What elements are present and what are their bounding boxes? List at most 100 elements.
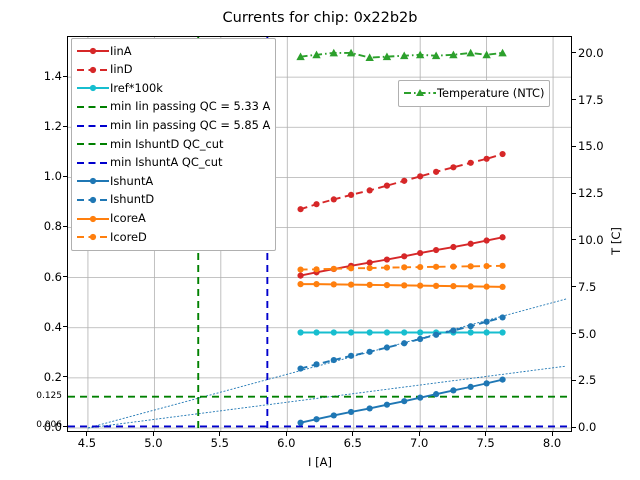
series-ishuntd — [297, 314, 506, 372]
y-tick-mark-right — [572, 192, 576, 194]
legend-item-label: IinA — [110, 43, 132, 58]
legend-current-item[interactable]: IcoreA — [76, 209, 270, 228]
legend-item-label: Iref*100k — [110, 80, 163, 95]
legend-symbol — [77, 215, 109, 222]
x-tick-mark — [485, 432, 487, 436]
legend-symbol — [77, 143, 109, 146]
legend-item-label: min Iin passing QC = 5.85 A — [110, 117, 271, 132]
legend-item-label: IcoreD — [110, 229, 147, 244]
legend-symbol — [77, 178, 109, 185]
x-tick: 8.0 — [542, 436, 562, 450]
series-iind — [297, 150, 506, 213]
y-tick-mark-right — [572, 379, 576, 381]
series-icored — [297, 262, 506, 273]
x-tick-mark — [219, 432, 221, 436]
extrapolation-line — [87, 298, 567, 429]
legend-symbol — [77, 85, 109, 92]
y-tick-left: 1.0 — [43, 169, 62, 184]
y-tick-right: 15.0 — [578, 139, 604, 154]
y-tick-right: 2.5 — [578, 373, 597, 388]
y-tick-mark-right — [572, 426, 576, 428]
y-tick-left: 1.2 — [43, 119, 62, 134]
y-tick-mark-left — [63, 426, 67, 428]
y-tick-left: 0.6 — [43, 269, 62, 284]
x-tick: 5.5 — [210, 436, 229, 450]
y-tick-mark-right — [572, 145, 576, 147]
legend-symbol — [404, 89, 436, 97]
y-tick-mark-left — [63, 376, 67, 378]
y-tick-mark-left — [63, 276, 67, 278]
y-tick-right: 17.5 — [578, 92, 604, 107]
legend-item-label: min IshuntA QC_cut — [110, 155, 223, 170]
series-iina — [297, 234, 506, 279]
y-tick-left: 0.0 — [43, 419, 62, 434]
legend-current-item[interactable]: min Iin passing QC = 5.33 A — [76, 98, 270, 117]
x-axis-label: I [A] — [308, 455, 332, 469]
y-tick-mark-left — [63, 225, 67, 227]
legend-current-item[interactable]: IinD — [76, 61, 270, 80]
y-tick-left: 0.2 — [43, 369, 62, 384]
y-tick-left-threshold: 0.125 — [36, 390, 62, 401]
y-axis-right-label: T [C] — [609, 227, 623, 255]
legend-temperature: Temperature (NTC) — [398, 80, 551, 107]
y-axis-right: 0.0 2.5 5.0 7.5 10.0 12.5 15.0 17.5 20.0 — [578, 0, 640, 480]
y-tick-right: 5.0 — [578, 326, 597, 341]
legend-symbol — [77, 161, 109, 164]
legend-currents: IinA IinD Iref*100k min Iin passing QC = 5.… — [71, 38, 277, 251]
y-axis-left: 0.0 0.2 0.4 0.6 0.8 1.0 1.2 1.4 0.006 0.125 — [0, 0, 67, 480]
legend-current-item[interactable]: Iref*100k — [76, 79, 270, 98]
y-tick-left: 1.4 — [43, 69, 62, 84]
y-tick-mark-right — [572, 333, 576, 335]
y-tick-mark-left — [63, 175, 67, 177]
x-tick: 7.0 — [410, 436, 429, 450]
y-tick-mark-right — [572, 239, 576, 241]
y-tick-left: 0.8 — [43, 219, 62, 234]
legend-current-item[interactable]: IshuntD — [76, 191, 270, 210]
legend-item-label: IshuntD — [110, 192, 155, 207]
y-tick-right: 7.5 — [578, 279, 597, 294]
legend-item-label: IinD — [110, 62, 133, 77]
y-tick-mark-right — [572, 99, 576, 101]
x-tick: 4.5 — [77, 436, 97, 450]
y-tick-mark-left — [63, 75, 67, 77]
y-tick-mark-left — [63, 125, 67, 127]
x-tick-mark — [551, 432, 553, 436]
series-temperature-ntc- — [296, 48, 507, 62]
y-tick-mark-left — [63, 326, 67, 328]
legend-item-label: min IshuntD QC_cut — [110, 136, 224, 151]
x-tick-mark — [152, 432, 154, 436]
x-tick: 6.5 — [343, 436, 362, 450]
legend-symbol — [77, 196, 109, 204]
y-tick-right: 20.0 — [578, 45, 604, 60]
series-ishunta — [297, 376, 506, 426]
x-tick-mark — [418, 432, 420, 436]
x-tick-mark — [86, 432, 88, 436]
series-iref-100k — [297, 329, 506, 336]
legend-current-item[interactable]: IcoreD — [76, 228, 270, 247]
x-tick-mark — [285, 432, 287, 436]
legend-symbol — [77, 106, 109, 109]
legend-current-item[interactable]: IinA — [76, 42, 270, 61]
y-tick-right: 12.5 — [578, 186, 604, 201]
y-tick-right: 10.0 — [578, 232, 604, 247]
legend-current-item[interactable]: min Iin passing QC = 5.85 A — [76, 116, 270, 135]
x-tick: 5.0 — [144, 436, 163, 450]
legend-item-label: Temperature (NTC) — [437, 85, 545, 100]
legend-item-label: min Iin passing QC = 5.33 A — [110, 99, 271, 114]
legend-current-item[interactable]: IshuntA — [76, 172, 270, 191]
y-tick-mark-right — [572, 52, 576, 54]
plot-canvas — [68, 37, 571, 431]
legend-current-item[interactable]: min IshuntD QC_cut — [76, 135, 270, 154]
y-tick-left: 0.4 — [43, 319, 62, 334]
legend-current-item[interactable]: min IshuntA QC_cut — [76, 154, 270, 173]
plot-area — [67, 36, 572, 432]
legend-symbol — [77, 48, 109, 55]
x-tick: 6.0 — [277, 436, 296, 450]
legend-item-label: IcoreA — [110, 210, 146, 225]
legend-temperature-item[interactable]: Temperature (NTC) — [403, 84, 544, 103]
x-tick: 7.5 — [476, 436, 495, 450]
y-tick-left-threshold: 0.006 — [36, 420, 62, 431]
legend-symbol — [77, 66, 109, 73]
chart-title: Currents for chip: 0x22b2b — [222, 10, 418, 26]
